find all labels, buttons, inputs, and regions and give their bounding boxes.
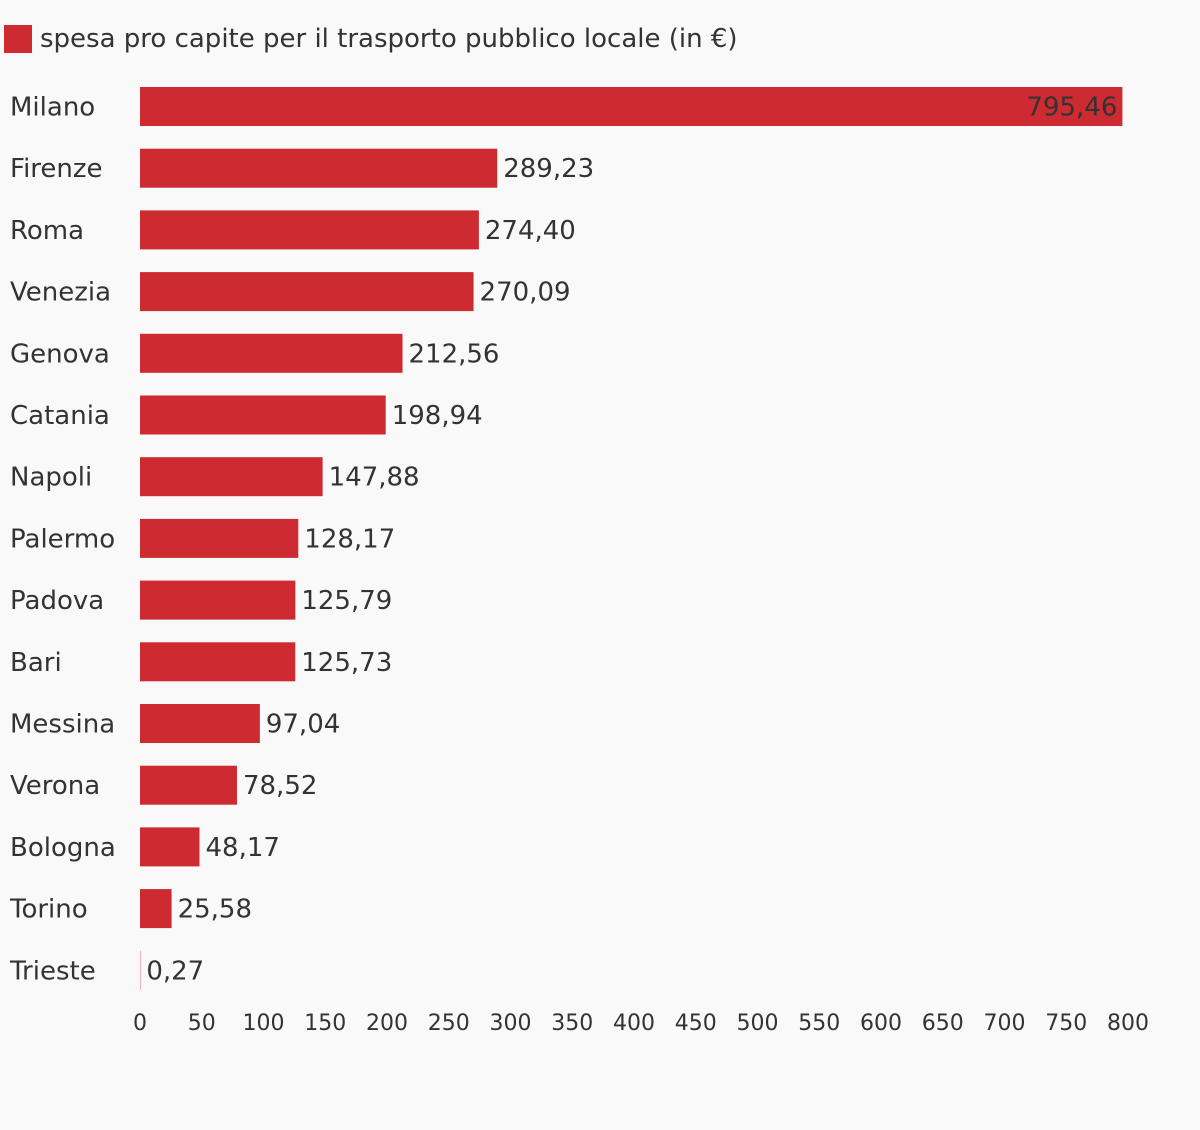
x-tick-label: 300 — [490, 1011, 532, 1036]
x-tick-label: 800 — [1107, 1011, 1149, 1036]
category-label: Milano — [10, 93, 95, 123]
category-label: Genova — [10, 339, 110, 369]
data-label: 198,94 — [392, 401, 483, 431]
bar — [140, 457, 323, 497]
data-label: 147,88 — [329, 463, 420, 493]
x-tick-label: 550 — [798, 1011, 840, 1036]
legend-swatch — [4, 25, 32, 53]
data-label: 0,27 — [146, 956, 204, 986]
x-tick-label: 650 — [922, 1011, 964, 1036]
category-label: Bari — [10, 648, 62, 678]
x-tick-label: 500 — [737, 1011, 779, 1036]
data-label: 125,79 — [301, 586, 392, 616]
data-label: 270,09 — [480, 278, 571, 308]
category-label: Venezia — [10, 278, 111, 308]
x-tick-label: 450 — [675, 1011, 717, 1036]
x-tick-label: 200 — [366, 1011, 408, 1036]
data-label: 97,04 — [266, 710, 340, 740]
category-label: Messina — [10, 710, 115, 740]
category-label: Napoli — [10, 463, 92, 493]
x-tick-label: 400 — [613, 1011, 655, 1036]
data-label: 78,52 — [243, 771, 317, 801]
bar — [140, 210, 479, 250]
x-tick-label: 50 — [188, 1011, 216, 1036]
bar — [140, 272, 474, 312]
data-label: 128,17 — [304, 524, 395, 554]
legend: spesa pro capite per il trasporto pubbli… — [4, 24, 738, 54]
bar — [140, 580, 296, 620]
x-tick-label: 250 — [428, 1011, 470, 1036]
category-label: Palermo — [10, 524, 115, 554]
bar — [140, 148, 498, 188]
category-label: Firenze — [10, 154, 103, 184]
data-label: 289,23 — [503, 154, 594, 184]
data-label: 125,73 — [301, 648, 392, 678]
bar — [140, 642, 296, 682]
bar — [140, 704, 260, 743]
bar — [140, 765, 237, 805]
data-label: 25,58 — [178, 895, 252, 925]
bar — [140, 87, 1123, 126]
data-label: 212,56 — [409, 339, 500, 369]
data-label: 795,46 — [1026, 93, 1117, 123]
category-label: Padova — [10, 586, 104, 616]
x-axis: 0 50 100 150 200 250 300 350 400 450 500 550 600 650 7… — [133, 1011, 1149, 1036]
bar — [140, 395, 386, 435]
bar — [140, 827, 200, 867]
data-label: 48,17 — [205, 833, 279, 863]
x-tick-label: 600 — [860, 1011, 902, 1036]
category-label: Trieste — [9, 956, 96, 986]
data-label: 274,40 — [485, 216, 576, 246]
bar — [140, 889, 172, 929]
bar — [140, 518, 299, 558]
x-tick-label: 0 — [133, 1011, 147, 1036]
x-tick-label: 150 — [304, 1011, 346, 1036]
category-label: Torino — [9, 895, 88, 925]
bar — [140, 333, 403, 373]
x-tick-label: 100 — [243, 1011, 285, 1036]
legend-label: spesa pro capite per il trasporto pubbli… — [40, 24, 738, 54]
category-label: Verona — [10, 771, 100, 801]
category-label: Bologna — [10, 833, 116, 863]
category-label: Catania — [10, 401, 110, 431]
bars-group: Milano 795,46 Firenze 289,23 Roma 274,40 Venez… — [9, 87, 1123, 990]
x-tick-label: 750 — [1045, 1011, 1087, 1036]
category-label: Roma — [10, 216, 84, 246]
x-tick-label: 350 — [551, 1011, 593, 1036]
x-tick-label: 700 — [984, 1011, 1026, 1036]
